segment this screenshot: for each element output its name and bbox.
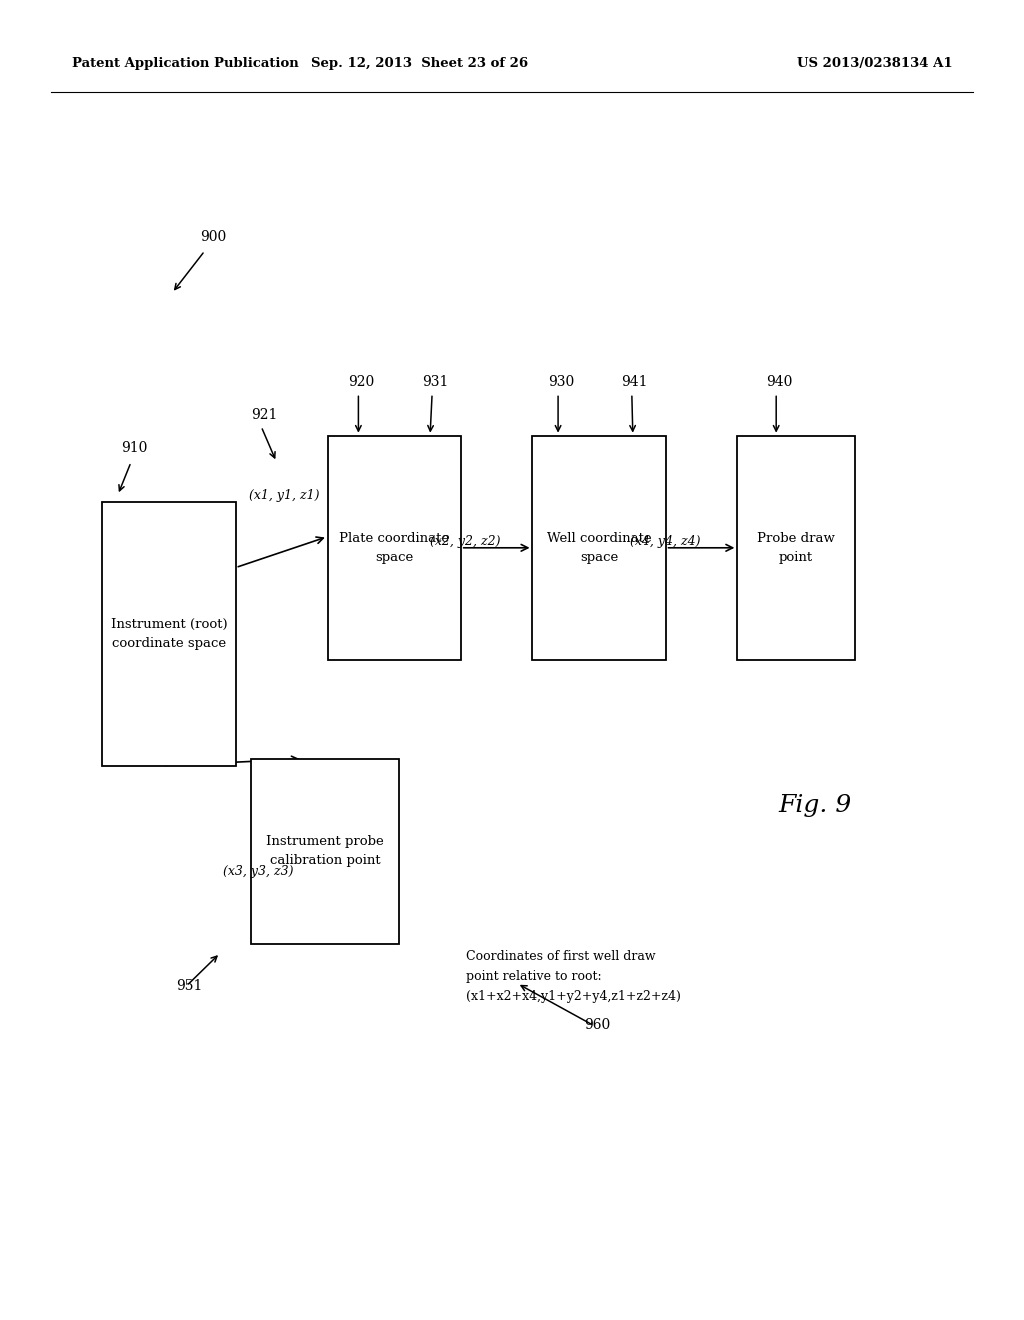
Bar: [251, 759, 399, 944]
Text: 921: 921: [251, 408, 278, 422]
Text: (x3, y3, z3): (x3, y3, z3): [223, 865, 294, 878]
Text: Coordinates of first well draw
point relative to root:
(x1+x2+x4,y1+y2+y4,z1+z2+: Coordinates of first well draw point rel…: [466, 950, 681, 1003]
Text: 930: 930: [548, 375, 574, 389]
Bar: [328, 436, 461, 660]
Text: Sep. 12, 2013  Sheet 23 of 26: Sep. 12, 2013 Sheet 23 of 26: [311, 57, 528, 70]
Text: (x2, y2, z2): (x2, y2, z2): [430, 535, 501, 548]
Text: Instrument (root)
coordinate space: Instrument (root) coordinate space: [111, 618, 227, 649]
Text: Instrument probe
calibration point: Instrument probe calibration point: [266, 836, 384, 867]
Bar: [102, 502, 236, 766]
Text: 960: 960: [584, 1018, 610, 1032]
Text: 941: 941: [622, 375, 648, 389]
Text: Patent Application Publication: Patent Application Publication: [72, 57, 298, 70]
Text: (x4, y4, z4): (x4, y4, z4): [630, 535, 700, 548]
Text: 931: 931: [422, 375, 449, 389]
Text: Probe draw
point: Probe draw point: [757, 532, 836, 564]
Text: 920: 920: [348, 375, 375, 389]
Bar: [737, 436, 855, 660]
Text: (x1, y1, z1): (x1, y1, z1): [249, 488, 319, 502]
Bar: [532, 436, 666, 660]
Text: US 2013/0238134 A1: US 2013/0238134 A1: [797, 57, 952, 70]
Text: 900: 900: [200, 230, 226, 244]
Text: Plate coordinate
space: Plate coordinate space: [339, 532, 450, 564]
Text: 910: 910: [121, 441, 147, 455]
Text: Fig. 9: Fig. 9: [778, 793, 852, 817]
Text: Well coordinate
space: Well coordinate space: [547, 532, 651, 564]
Text: 940: 940: [766, 375, 793, 389]
Text: 951: 951: [176, 978, 203, 993]
